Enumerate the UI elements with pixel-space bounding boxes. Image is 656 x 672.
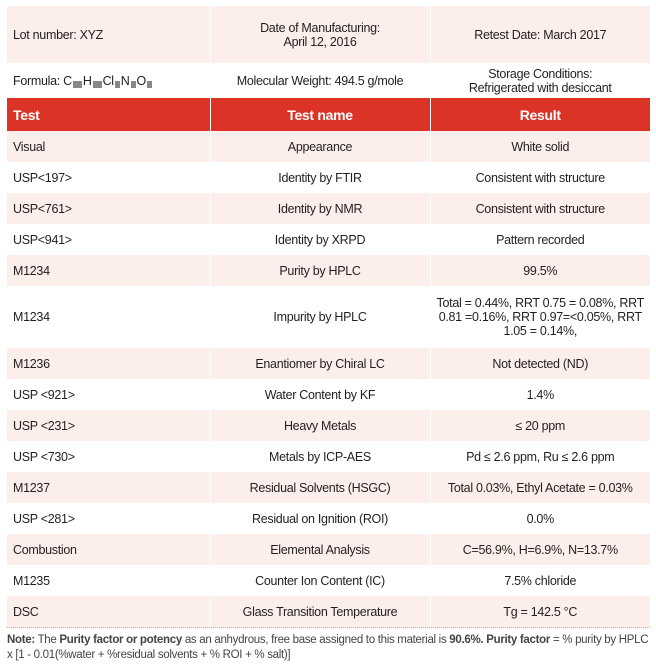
note-label: Note:	[7, 634, 35, 646]
storage-label: Storage Conditions:	[488, 66, 593, 81]
header-result: Result	[429, 98, 650, 131]
test-code: M1237	[7, 472, 211, 503]
test-code: USP <921>	[7, 379, 211, 410]
test-name: Elemental Analysis	[209, 534, 431, 565]
test-code: USP <231>	[7, 410, 211, 441]
test-code: USP<197>	[7, 162, 211, 193]
test-result: 0.0%	[429, 503, 650, 534]
element-cl: Cl	[102, 73, 115, 88]
test-name: Residual on Ignition (ROI)	[209, 503, 431, 534]
note-bold: Purity factor or potency	[59, 634, 182, 646]
test-result: Total 0.03%, Ethyl Acetate = 0.03%	[429, 472, 650, 503]
table-row: USP <281> Residual on Ignition (ROI) 0.0%	[7, 503, 650, 534]
test-result: C=56.9%, H=6.9%, N=13.7%	[429, 534, 650, 565]
test-code: USP <281>	[7, 503, 211, 534]
note: Note: The Purity factor or potency as an…	[7, 633, 652, 663]
test-name: Glass Transition Temperature	[209, 596, 431, 628]
formula: Formula: C H Cl N O	[7, 63, 211, 98]
test-result: Total = 0.44%, RRT 0.75 = 0.08%, RRT 0.8…	[429, 286, 650, 348]
test-name: Impurity by HPLC	[209, 286, 431, 348]
test-result: 99.5%	[429, 255, 650, 286]
info-row-2: Formula: C H Cl N O Molecular Weight: 494.5 …	[7, 63, 650, 98]
manufacturing-label: Date of Manufacturing:	[260, 20, 380, 35]
test-code: USP<941>	[7, 224, 211, 255]
test-code: USP <730>	[7, 441, 211, 472]
test-name: Identity by FTIR	[209, 162, 431, 193]
manufacturing-date: Date of Manufacturing: April 12, 2016	[209, 6, 431, 63]
note-bold: Purity factor	[486, 634, 551, 646]
test-code: USP<761>	[7, 193, 211, 224]
retest-date: Retest Date: March 2017	[429, 6, 650, 63]
test-result: Pd ≤ 2.6 ppm, Ru ≤ 2.6 ppm	[429, 441, 650, 472]
test-name: Identity by XRPD	[209, 224, 431, 255]
test-name: Metals by ICP-AES	[209, 441, 431, 472]
test-result: Pattern recorded	[429, 224, 650, 255]
lot-number: Lot number: XYZ	[7, 6, 211, 63]
element-o: O	[136, 73, 147, 88]
table-row: Visual Appearance White solid	[7, 131, 650, 162]
test-name: Water Content by KF	[209, 379, 431, 410]
header-test: Test	[7, 98, 211, 131]
table-row: M1234 Purity by HPLC 99.5%	[7, 255, 650, 286]
table-row: USP<941> Identity by XRPD Pattern recorded	[7, 224, 650, 255]
test-name: Identity by NMR	[209, 193, 431, 224]
note-bold: 90.6%.	[449, 634, 484, 646]
test-result: 7.5% chloride	[429, 565, 650, 596]
test-code: M1234	[7, 286, 211, 348]
note-text: as an anhydrous, free base assigned to t…	[181, 634, 450, 646]
note-text: = % purity by HPLC x [1 - 0.01(%water + …	[7, 634, 649, 661]
test-name: Purity by HPLC	[209, 255, 431, 286]
test-code: DSC	[7, 596, 211, 628]
table-row: M1235 Counter Ion Content (IC) 7.5% chlori…	[7, 565, 650, 596]
test-code: M1236	[7, 348, 211, 379]
test-name: Residual Solvents (HSGC)	[209, 472, 431, 503]
test-code: M1234	[7, 255, 211, 286]
test-result: Tg = 142.5 °C	[429, 596, 650, 628]
test-code: Combustion	[7, 534, 211, 565]
note-text: The	[34, 634, 60, 646]
table-row: Combustion Elemental Analysis C=56.9%, H=6…	[7, 534, 650, 565]
test-result: 1.4%	[429, 379, 650, 410]
table-row: M1236 Enantiomer by Chiral LC Not detected…	[7, 348, 650, 379]
test-result: ≤ 20 ppm	[429, 410, 650, 441]
table-row: USP <730> Metals by ICP-AES Pd ≤ 2.6 ppm, …	[7, 441, 650, 472]
test-name: Appearance	[209, 131, 431, 162]
molecular-weight: Molecular Weight: 494.5 g/mole	[209, 63, 431, 98]
info-row-1: Lot number: XYZ Date of Manufacturing: Ap…	[7, 6, 650, 63]
table-row: M1237 Residual Solvents (HSGC) Total 0.03%…	[7, 472, 650, 503]
element-c: C	[63, 73, 72, 88]
storage-conditions: Storage Conditions: Refrigerated with des…	[429, 63, 650, 98]
element-h: H	[82, 73, 92, 88]
test-name: Enantiomer by Chiral LC	[209, 348, 431, 379]
test-result: Not detected (ND)	[429, 348, 650, 379]
header-test-name: Test name	[209, 98, 431, 131]
test-result: Consistent with structure	[429, 162, 650, 193]
manufacturing-value: April 12, 2016	[283, 34, 357, 49]
certificate-table: Lot number: XYZ Date of Manufacturing: Ap…	[7, 6, 650, 628]
table-header: Test Test name Result	[7, 98, 650, 131]
element-n: N	[120, 73, 130, 88]
test-code: M1235	[7, 565, 211, 596]
table-row: USP <231> Heavy Metals ≤ 20 ppm	[7, 410, 650, 441]
table-row: DSC Glass Transition Temperature Tg = 142.…	[7, 596, 650, 628]
test-code: Visual	[7, 131, 211, 162]
table-row: USP<197> Identity by FTIR Consistent with …	[7, 162, 650, 193]
table-row: USP <921> Water Content by KF 1.4%	[7, 379, 650, 410]
test-result: Consistent with structure	[429, 193, 650, 224]
table-row: USP<761> Identity by NMR Consistent with s…	[7, 193, 650, 224]
test-result: White solid	[429, 131, 650, 162]
test-name: Heavy Metals	[209, 410, 431, 441]
test-name: Counter Ion Content (IC)	[209, 565, 431, 596]
storage-value: Refrigerated with desiccant	[468, 80, 612, 95]
table-row: M1234 Impurity by HPLC Total = 0.44%, RRT …	[7, 286, 650, 348]
formula-label: Formula:	[13, 73, 60, 88]
